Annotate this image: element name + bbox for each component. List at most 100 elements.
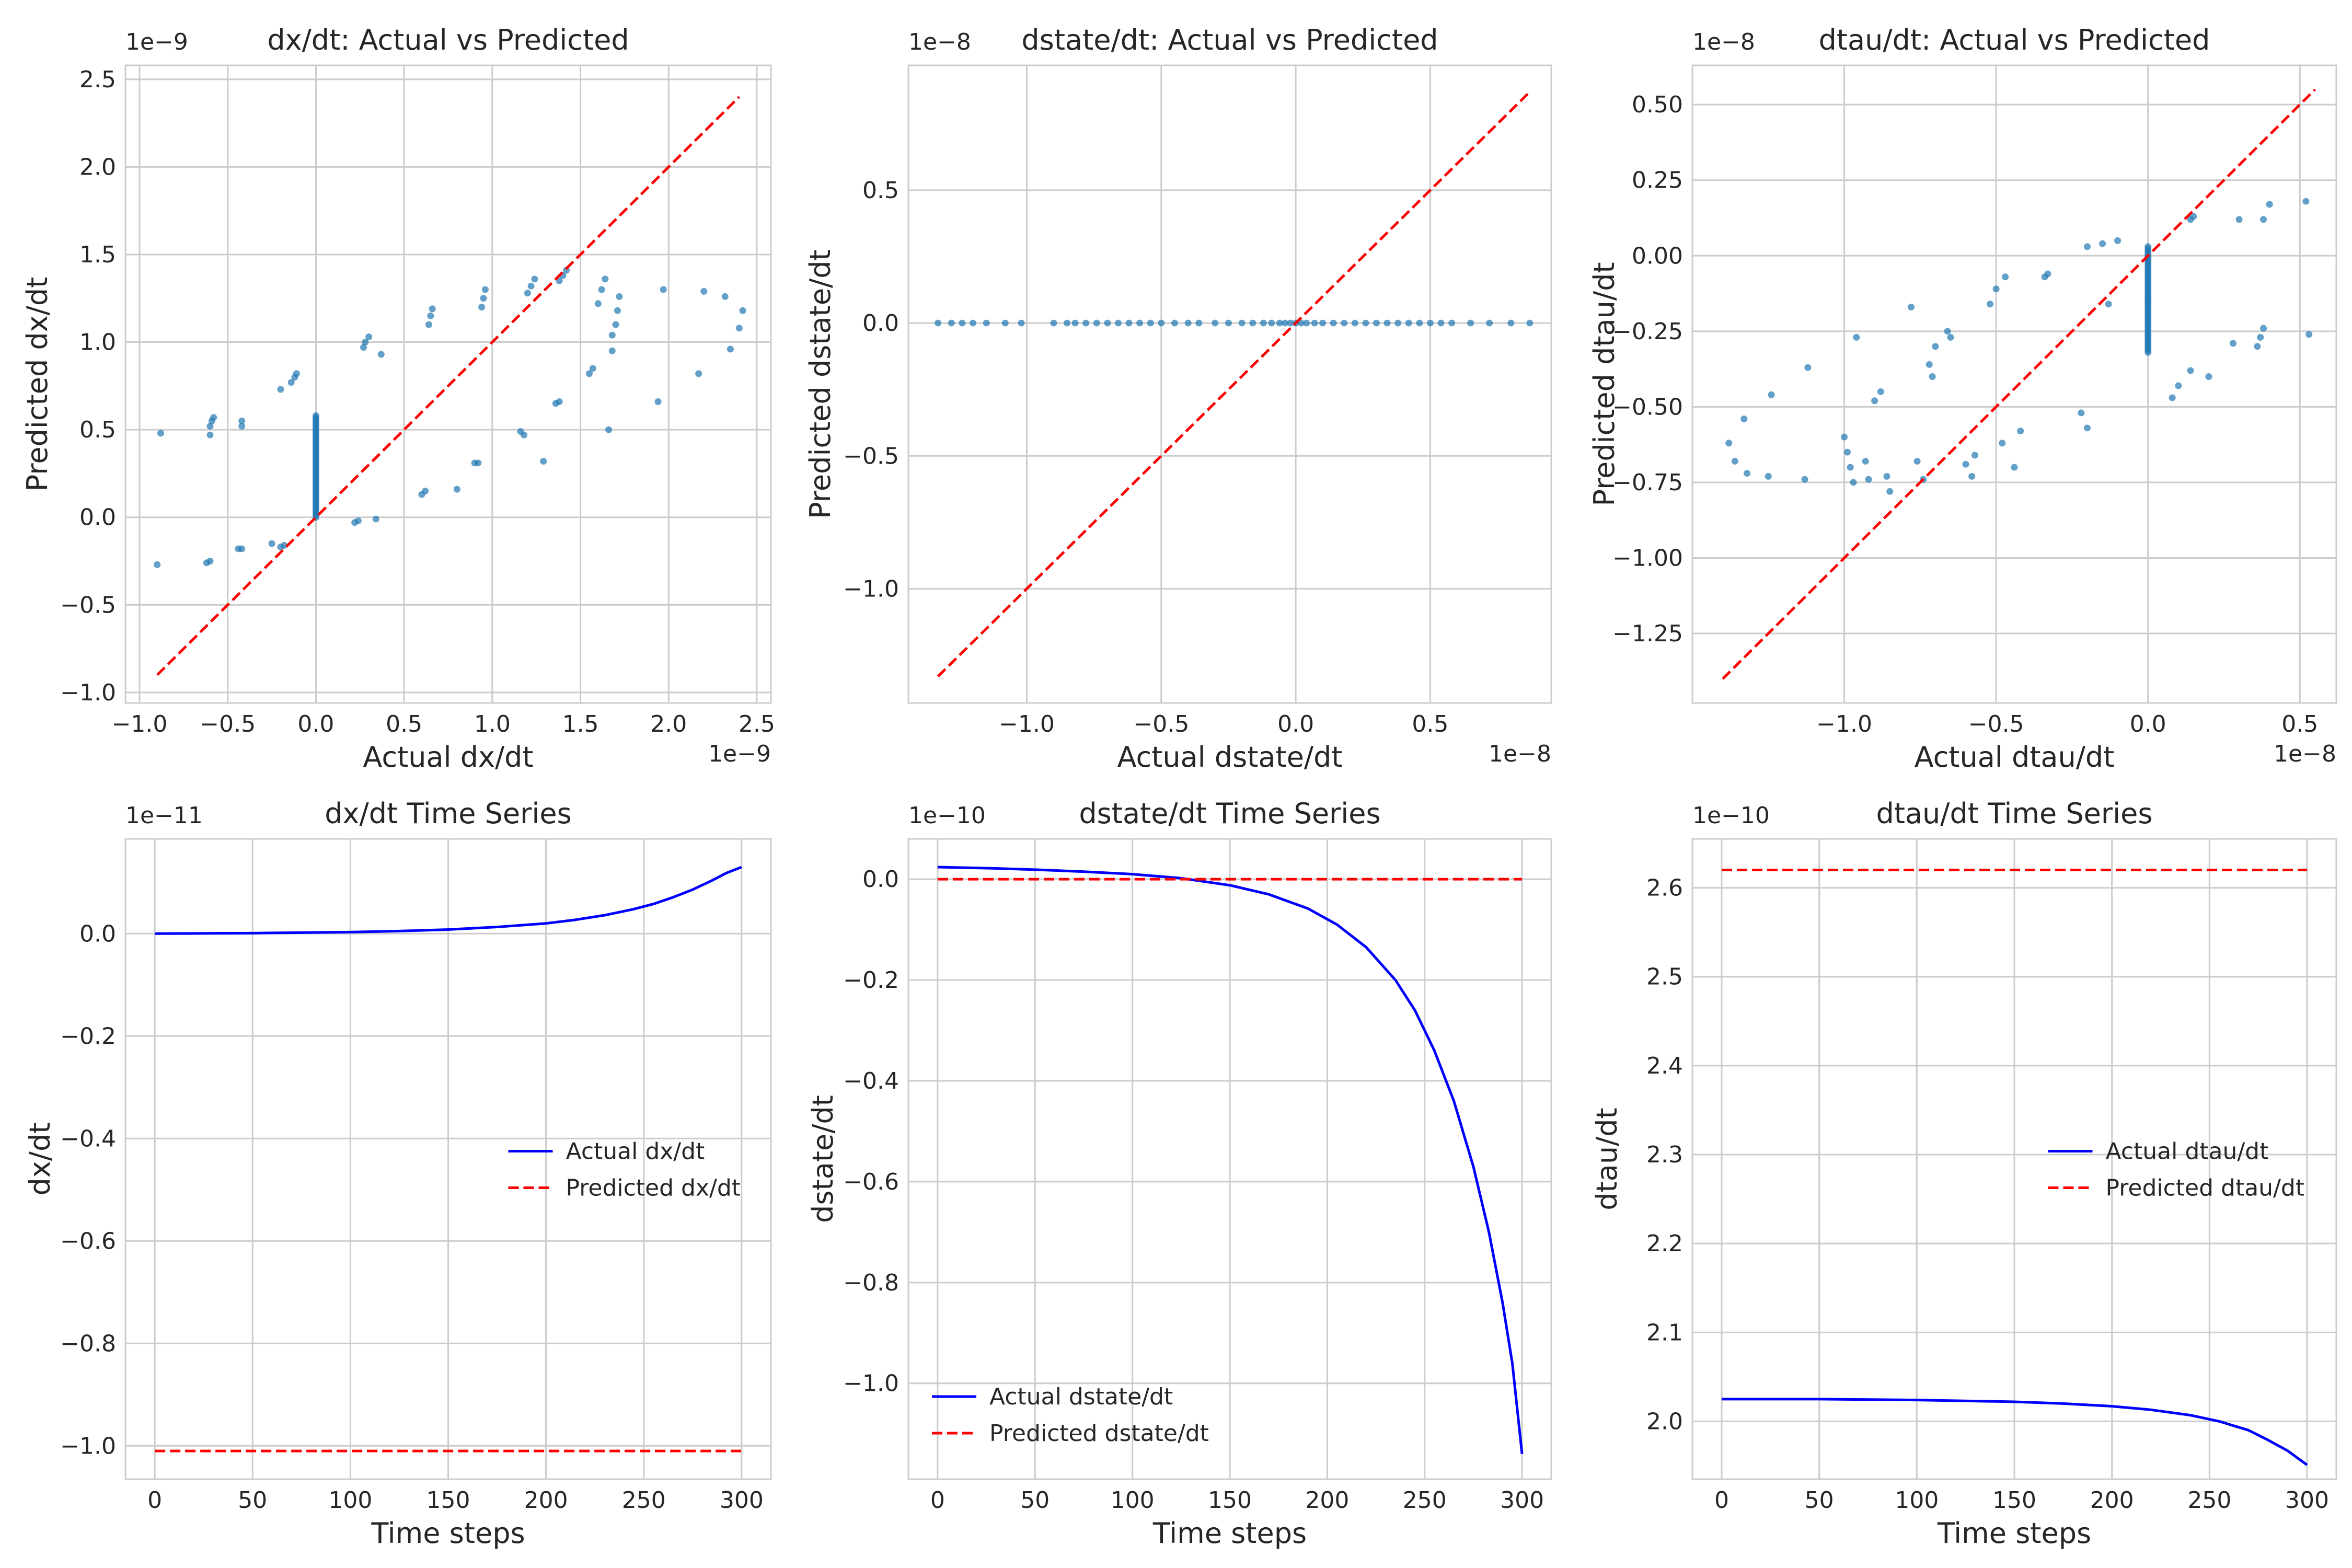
y-tick-label: −0.2 [843, 967, 899, 994]
scatter-point [480, 295, 487, 302]
scatter-point [1877, 388, 1884, 395]
y-tick-label: −0.4 [843, 1068, 899, 1094]
scatter-point [660, 286, 667, 293]
y-axis-label: dtau/dt [1590, 1108, 1623, 1210]
x-tick-label: 0.5 [1412, 711, 1448, 737]
legend-label: Actual dstate/dt [989, 1383, 1173, 1410]
chart-title: dstate/dt Time Series [1079, 797, 1380, 830]
y-tick-label: −0.75 [1612, 469, 1683, 496]
scatter-point [2175, 382, 2182, 389]
scatter-point [1871, 397, 1878, 405]
chart-title: dstate/dt: Actual vs Predicted [1021, 24, 1438, 56]
axes-frame [124, 64, 772, 704]
scatter-point [1987, 301, 1994, 308]
y-axis-label: Predicted dstate/dt [804, 249, 837, 518]
x-tick-label: 100 [328, 1487, 372, 1514]
y-offset-label: 1e−8 [908, 29, 971, 55]
y-axis-label: Predicted dtau/dt [1588, 262, 1621, 506]
scatter-point [2083, 243, 2091, 250]
scatter-point [739, 307, 746, 314]
scatter-point [2187, 367, 2194, 374]
scatter-point [1740, 415, 1748, 422]
scatter-point [1405, 319, 1412, 327]
scatter-point [1330, 319, 1337, 327]
y-offset-label: 1e−10 [1692, 802, 1770, 829]
scatter-point [614, 307, 621, 314]
scatter-point [481, 286, 489, 293]
chart-title: dtau/dt: Actual vs Predicted [1819, 24, 2210, 56]
plot-area [935, 91, 1534, 677]
chart-title: dtau/dt Time Series [1876, 797, 2153, 830]
scatter-point [608, 331, 616, 339]
scatter-point [721, 293, 729, 300]
scatter-point [429, 305, 436, 313]
y-tick-label: 0.0 [862, 310, 899, 337]
plot-area [155, 866, 742, 1452]
subplot-1: −1.0 −0.5 0.0 0.5 1.0 1.5 2.0 2.5 −1.0 −0.5 0.0 0.5… [21, 24, 775, 774]
scatter-point [1507, 319, 1515, 327]
x-tick-label: 2.5 [739, 711, 775, 737]
scatter-point [2235, 216, 2243, 223]
scatter-point [157, 430, 164, 437]
scatter-point [1883, 472, 1890, 480]
y-tick-label: −0.50 [1612, 394, 1683, 420]
series-line-actual [155, 866, 742, 935]
scatter-point [1768, 391, 1775, 398]
x-tick-label: −0.5 [1133, 711, 1189, 737]
scatter-point [1276, 319, 1283, 327]
y-tick-label: 0.5 [79, 417, 116, 443]
y-tick-label: −0.25 [1612, 318, 1683, 345]
y-offset-label: 1e−9 [125, 29, 188, 55]
y-tick-label: 1.0 [79, 329, 116, 356]
x-tick-label: −1.0 [999, 711, 1055, 737]
x-tick-label: 100 [1111, 1487, 1155, 1514]
scatter-point [2302, 198, 2310, 205]
scatter-point [531, 275, 538, 283]
gridlines [908, 839, 1551, 1479]
x-tick-label: −0.5 [200, 711, 256, 737]
scatter-point [427, 312, 434, 319]
scatter-point [959, 319, 966, 327]
y-tick-label: 0.0 [862, 866, 899, 893]
scatter-point [206, 422, 214, 430]
scatter-point [1999, 440, 2006, 447]
scatter-point [1907, 304, 1915, 311]
scatter-point [2044, 270, 2051, 278]
scatter-point [206, 558, 214, 565]
scatter-point [2205, 373, 2212, 381]
plot-area [154, 96, 746, 676]
y-tick-label: −0.5 [843, 443, 899, 469]
scatter-point [1362, 319, 1369, 327]
scatter-point [1731, 457, 1738, 465]
scatter-point [1486, 319, 1493, 327]
scatter-point [1944, 328, 1951, 335]
y-tick-label: 2.5 [79, 66, 116, 93]
subplot-2: −1.0 −0.5 0.0 0.5 −1.0 −0.5 0.0 0.5 dstate/dt: A… [804, 24, 1552, 774]
y-tick-label: −1.00 [1612, 545, 1683, 571]
scatter-point [1319, 319, 1327, 327]
chart-title: dx/dt Time Series [325, 797, 571, 830]
y-tick-label: −0.6 [843, 1169, 899, 1195]
gridlines [1692, 839, 2336, 1479]
legend-label: Predicted dx/dt [566, 1175, 741, 1202]
scatter-point [1303, 319, 1310, 327]
axes-frame [907, 838, 1552, 1480]
scatter-point [1932, 343, 1939, 350]
scatter-point [948, 319, 955, 327]
legend-label: Predicted dstate/dt [989, 1420, 1209, 1447]
scatter-point [1225, 319, 1232, 327]
scatter-point [238, 545, 246, 552]
scatter-point [2257, 333, 2264, 341]
scatter-point [422, 487, 429, 494]
scatter-point [1843, 448, 1851, 456]
scatter-point [556, 398, 563, 406]
scatter-point [281, 541, 288, 549]
scatter-point [2099, 240, 2106, 247]
plot-area [937, 866, 1524, 1455]
y-tick-label: −0.4 [60, 1125, 116, 1152]
scatter-point [2266, 201, 2273, 208]
scatter-point [1249, 319, 1256, 327]
y-tick-label: 2.3 [1646, 1142, 1683, 1168]
scatter-point [1260, 319, 1267, 327]
x-tick-label: 200 [1305, 1487, 1349, 1514]
